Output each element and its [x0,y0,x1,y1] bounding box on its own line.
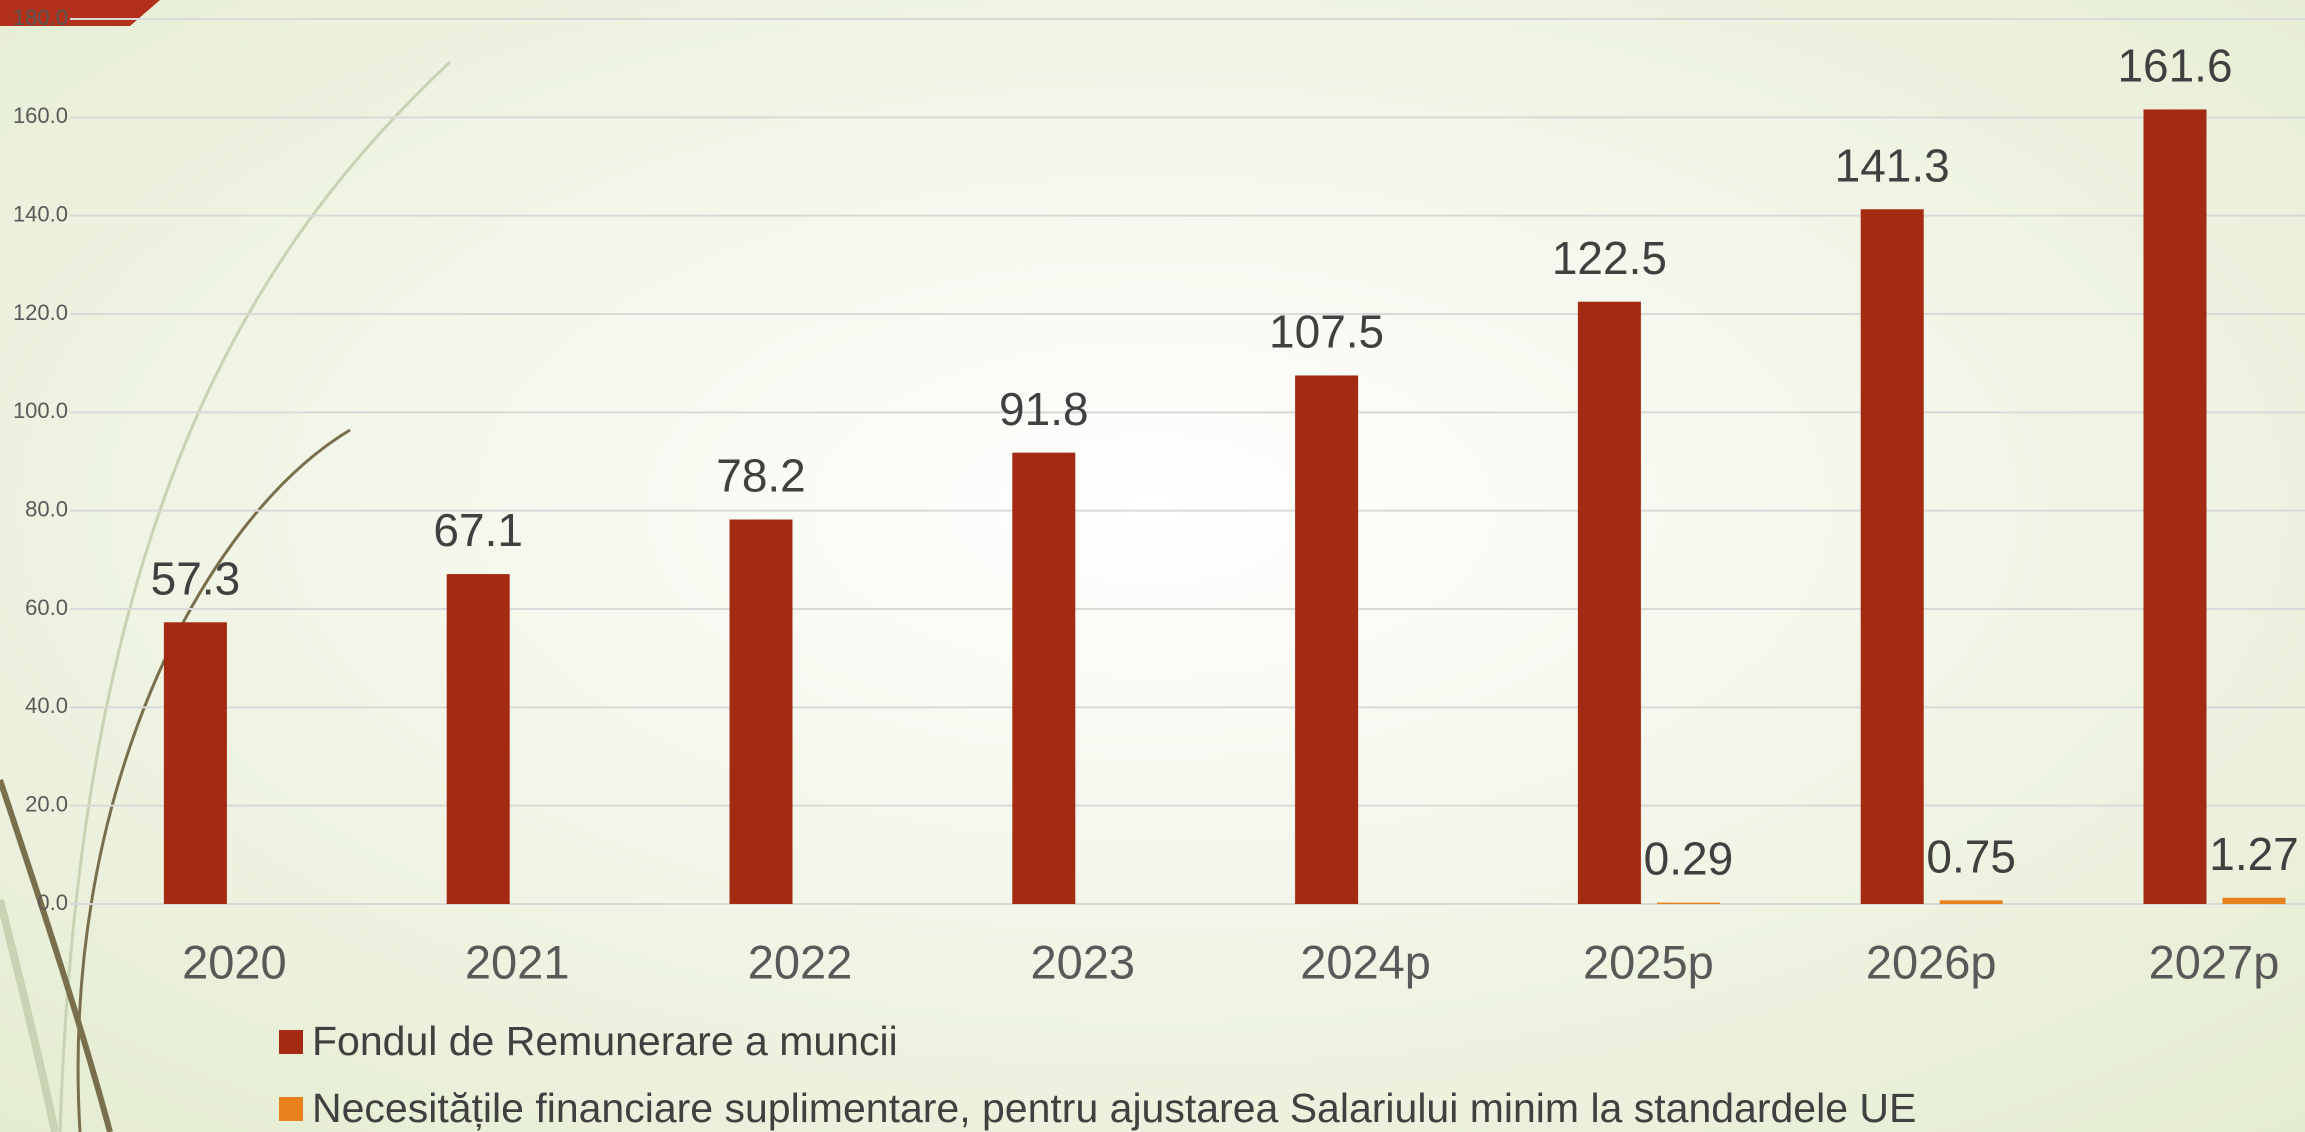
bar [1578,302,1641,904]
value-label: 67.1 [433,504,523,556]
bar [1861,209,1924,904]
value-label: 91.8 [999,383,1089,435]
value-label: 78.2 [716,450,806,502]
value-label: 0.29 [1644,833,1734,885]
x-tick-label: 2020 [182,935,287,988]
x-tick-label: 2026p [1866,935,1997,988]
x-tick-label: 2023 [1031,935,1136,988]
bar [1012,453,1075,904]
y-tick-label: 60.0 [25,595,68,620]
y-tick-label: 0.0 [37,890,68,915]
x-tick-label: 2022 [748,935,853,988]
x-tick-label: 2027p [2149,935,2280,988]
bar [1295,375,1358,904]
x-tick-label: 2025p [1583,935,1714,988]
bar [2144,109,2207,904]
y-tick-label: 20.0 [25,791,68,816]
value-label: 107.5 [1269,306,1384,358]
bar [2223,898,2286,904]
x-tick-label: 2024p [1300,935,1431,988]
y-tick-label: 40.0 [25,693,68,718]
bar [1657,903,1720,904]
bar [730,520,793,904]
x-tick-label: 2021 [465,935,570,988]
y-tick-label: 140.0 [13,201,68,226]
y-tick-label: 80.0 [25,496,68,521]
value-label: 0.75 [1926,830,2016,882]
bar [447,574,510,904]
y-tick-label: 180.0 [13,5,68,30]
y-tick-label: 100.0 [13,398,68,423]
legend-swatch [279,1030,303,1054]
chart: 0.0 20.0 40.0 60.0 80.0 100.0 120.0 140.0 160.0 1… [0,0,2305,1132]
legend-label: Fondul de Remunerare a muncii [312,1018,898,1064]
legend-label: Necesitățile financiare suplimentare, pe… [312,1085,1916,1131]
value-label: 1.27 [2209,828,2299,880]
legend-swatch [279,1097,303,1121]
value-label: 57.3 [151,552,241,604]
y-tick-label: 120.0 [13,300,68,325]
bar [1940,900,2003,904]
value-label: 122.5 [1552,232,1667,284]
y-tick-label: 160.0 [13,103,68,128]
bar [164,622,227,904]
value-label: 141.3 [1835,139,1950,191]
value-label: 161.6 [2117,40,2232,92]
